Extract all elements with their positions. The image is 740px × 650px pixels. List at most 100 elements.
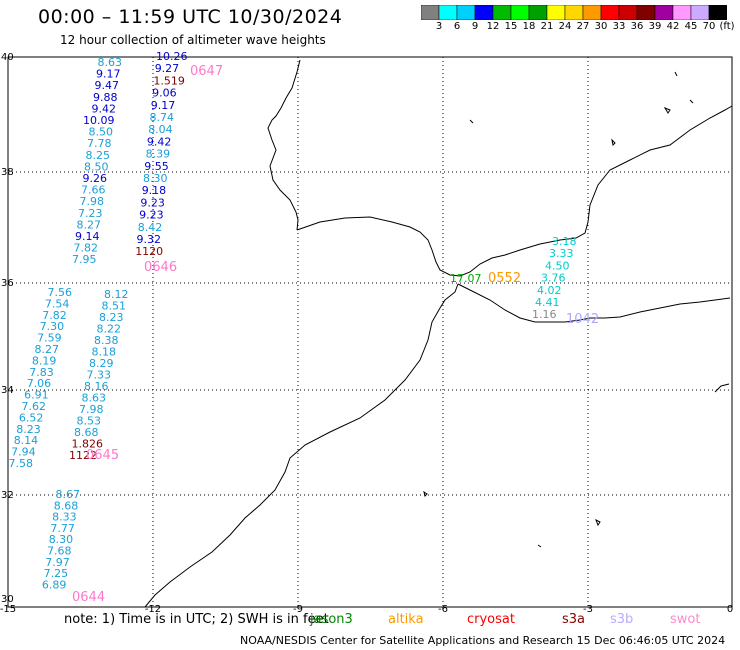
wave-height-label: 1.16 bbox=[532, 308, 557, 321]
wave-height-label: 8.63 bbox=[98, 56, 123, 69]
wave-height-label: 8.42 bbox=[138, 221, 163, 234]
color-scale-label: 36 bbox=[630, 21, 644, 32]
wave-height-label: 10.09 bbox=[83, 114, 115, 127]
wave-height-label: 7.59 bbox=[37, 332, 62, 345]
satellite-legend-s3a: s3a bbox=[562, 612, 586, 627]
coastline bbox=[144, 59, 733, 608]
track-time-label: 0645 bbox=[86, 448, 119, 463]
wave-height-label: 4.41 bbox=[535, 296, 560, 309]
latitude-tick: 32 bbox=[1, 490, 14, 501]
wave-height-label: 3.76 bbox=[541, 272, 566, 285]
wave-height-label: 7.98 bbox=[80, 195, 105, 208]
track-time-label: 0552 bbox=[488, 271, 521, 286]
wave-height-label: 9.55 bbox=[144, 160, 169, 173]
footer-note: note: 1) Time is in UTC; 2) SWH is in fe… bbox=[64, 612, 329, 627]
color-scale-label: 70 bbox=[702, 21, 716, 32]
wave-height-label: 7.30 bbox=[40, 320, 65, 333]
wave-height-label: 8.27 bbox=[35, 343, 60, 356]
satellite-legend-jason3: jason3 bbox=[310, 612, 353, 627]
wave-height-label: 8.23 bbox=[99, 311, 124, 324]
wave-height-label: 8.30 bbox=[143, 172, 168, 185]
wave-height-label: 9.42 bbox=[92, 102, 117, 115]
color-scale-label: 21 bbox=[540, 21, 554, 32]
longitude-tick: -9 bbox=[293, 604, 303, 615]
wave-height-label: 7.68 bbox=[47, 545, 72, 558]
wave-height-label: 9.47 bbox=[95, 79, 120, 92]
wave-height-label: 8.23 bbox=[16, 423, 41, 436]
wave-height-label: 8.67 bbox=[56, 488, 81, 501]
wave-height-label: 9.27 bbox=[155, 62, 180, 75]
wave-height-label: 8.50 bbox=[89, 126, 114, 139]
wave-height-label: 8.27 bbox=[77, 218, 102, 231]
coast-iberia-south bbox=[296, 105, 733, 277]
wave-height-label: 10.26 bbox=[156, 50, 188, 63]
wave-height-label: 1.519 bbox=[153, 74, 185, 87]
wave-height-label: 9.06 bbox=[152, 87, 177, 100]
track-time-label: 0644 bbox=[72, 590, 105, 605]
map-grid bbox=[8, 57, 732, 607]
wave-height-label: 7.23 bbox=[78, 207, 103, 220]
wave-height-label: 7.06 bbox=[27, 377, 52, 390]
wave-height-label: 7.78 bbox=[87, 137, 112, 150]
wave-height-label: 1122 bbox=[69, 449, 97, 462]
color-scale-label: 12 bbox=[486, 21, 500, 32]
color-scale-label: 27 bbox=[576, 21, 590, 32]
satellite-legend-swot: swot bbox=[670, 612, 701, 627]
color-scale-label: 24 bbox=[558, 21, 572, 32]
latitude-tick: 30 bbox=[1, 594, 14, 605]
wave-height-label: 9.23 bbox=[139, 209, 164, 222]
track-labels: 8.639.179.479.889.4210.098.507.788.258.5… bbox=[9, 50, 600, 605]
wave-height-label: 4.50 bbox=[545, 259, 570, 272]
wave-height-label: 8.25 bbox=[86, 149, 111, 162]
wave-height-label: 6.52 bbox=[19, 411, 44, 424]
coast-morocco bbox=[144, 283, 459, 608]
wave-height-label: 9.42 bbox=[147, 135, 172, 148]
color-scale-label: 18 bbox=[522, 21, 536, 32]
wave-height-label: 8.74 bbox=[150, 111, 175, 124]
map-frame bbox=[7, 56, 733, 608]
longitude-tick: -6 bbox=[438, 604, 448, 615]
wave-height-label: 7.97 bbox=[45, 556, 70, 569]
wave-height-label: 9.17 bbox=[96, 68, 121, 81]
wave-height-label: 8.50 bbox=[84, 160, 109, 173]
wave-height-label: 9.26 bbox=[83, 172, 108, 185]
wave-height-label: 8.30 bbox=[49, 533, 74, 546]
wave-height-label: 7.58 bbox=[9, 457, 34, 470]
wave-height-label: 7.82 bbox=[74, 242, 99, 255]
wave-height-label: 1.826 bbox=[72, 438, 104, 451]
wave-height-label: 9.23 bbox=[140, 196, 165, 209]
wave-height-label: 8.29 bbox=[89, 357, 114, 370]
coast-iberia-west bbox=[267, 59, 301, 231]
color-scale-label: 45 bbox=[684, 21, 698, 32]
wave-height-label: 8.68 bbox=[74, 426, 99, 439]
satellite-legend-altika: altika bbox=[388, 612, 424, 627]
wave-height-label: 9.32 bbox=[137, 233, 162, 246]
latitude-tick: 40 bbox=[1, 52, 14, 63]
wave-height-label: 6.89 bbox=[42, 578, 67, 591]
wave-height-label: 1120 bbox=[135, 245, 163, 258]
color-scale-label: 33 bbox=[612, 21, 626, 32]
longitude-tick: -3 bbox=[583, 604, 593, 615]
color-scale-labels: 3 6 9 12 15 18 21 24 27 30 33 36 39 42 45 70 (ft) bbox=[421, 21, 740, 35]
wave-height-label: 7.95 bbox=[72, 253, 97, 266]
wave-height-label: 7.33 bbox=[87, 369, 112, 382]
wave-height-label: 8.18 bbox=[92, 346, 117, 359]
color-scale-label: 6 bbox=[453, 21, 461, 32]
wave-height-label: 4.02 bbox=[537, 284, 562, 297]
longitude-tick: -12 bbox=[145, 604, 161, 615]
track-time-label: 0646 bbox=[144, 260, 177, 275]
color-scale-label: 3 bbox=[435, 21, 443, 32]
latitude-tick: 38 bbox=[1, 167, 14, 178]
wave-height-label: 3.33 bbox=[549, 247, 574, 260]
wave-height-label: 8.04 bbox=[148, 123, 173, 136]
latitude-tick-labels: 40 38 36 34 32 30 bbox=[1, 52, 14, 605]
color-scale-swatch bbox=[708, 5, 727, 20]
wave-height-label: 9.88 bbox=[93, 91, 118, 104]
wave-height-label: 7.77 bbox=[50, 522, 75, 535]
wave-height-label: 8.68 bbox=[54, 499, 79, 512]
footer-credit: NOAA/NESDIS Center for Satellite Applica… bbox=[240, 634, 726, 647]
wave-height-label: 8.63 bbox=[82, 392, 107, 405]
coast-north-africa bbox=[457, 283, 731, 323]
color-scale-label: 30 bbox=[594, 21, 608, 32]
page-title: 00:00 – 11:59 UTC 10/30/2024 bbox=[38, 6, 343, 28]
